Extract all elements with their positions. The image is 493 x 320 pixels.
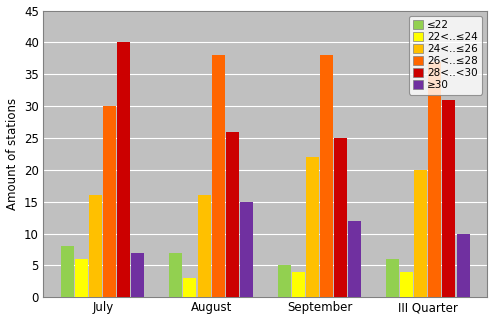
- Bar: [61, 246, 74, 297]
- Legend: ≤22, 22<..≤24, 24<..≤26, 26<..≤28, 28<..<30, ≥30: ≤22, 22<..≤24, 24<..≤26, 26<..≤28, 28<..…: [409, 16, 482, 94]
- Bar: [334, 138, 347, 297]
- Bar: [75, 259, 88, 297]
- Y-axis label: Amount of stations: Amount of stations: [5, 98, 19, 210]
- Bar: [226, 132, 239, 297]
- Bar: [443, 100, 456, 297]
- Bar: [306, 157, 319, 297]
- Bar: [170, 253, 182, 297]
- Bar: [211, 55, 225, 297]
- Bar: [240, 202, 253, 297]
- Bar: [292, 272, 305, 297]
- Bar: [400, 272, 413, 297]
- Bar: [320, 55, 333, 297]
- Bar: [104, 106, 116, 297]
- Bar: [117, 43, 130, 297]
- Bar: [89, 195, 102, 297]
- Bar: [414, 170, 427, 297]
- Bar: [132, 253, 144, 297]
- Bar: [386, 259, 399, 297]
- Bar: [198, 195, 211, 297]
- Bar: [348, 221, 361, 297]
- Bar: [457, 234, 469, 297]
- Bar: [278, 265, 291, 297]
- Bar: [183, 278, 197, 297]
- Bar: [428, 61, 441, 297]
